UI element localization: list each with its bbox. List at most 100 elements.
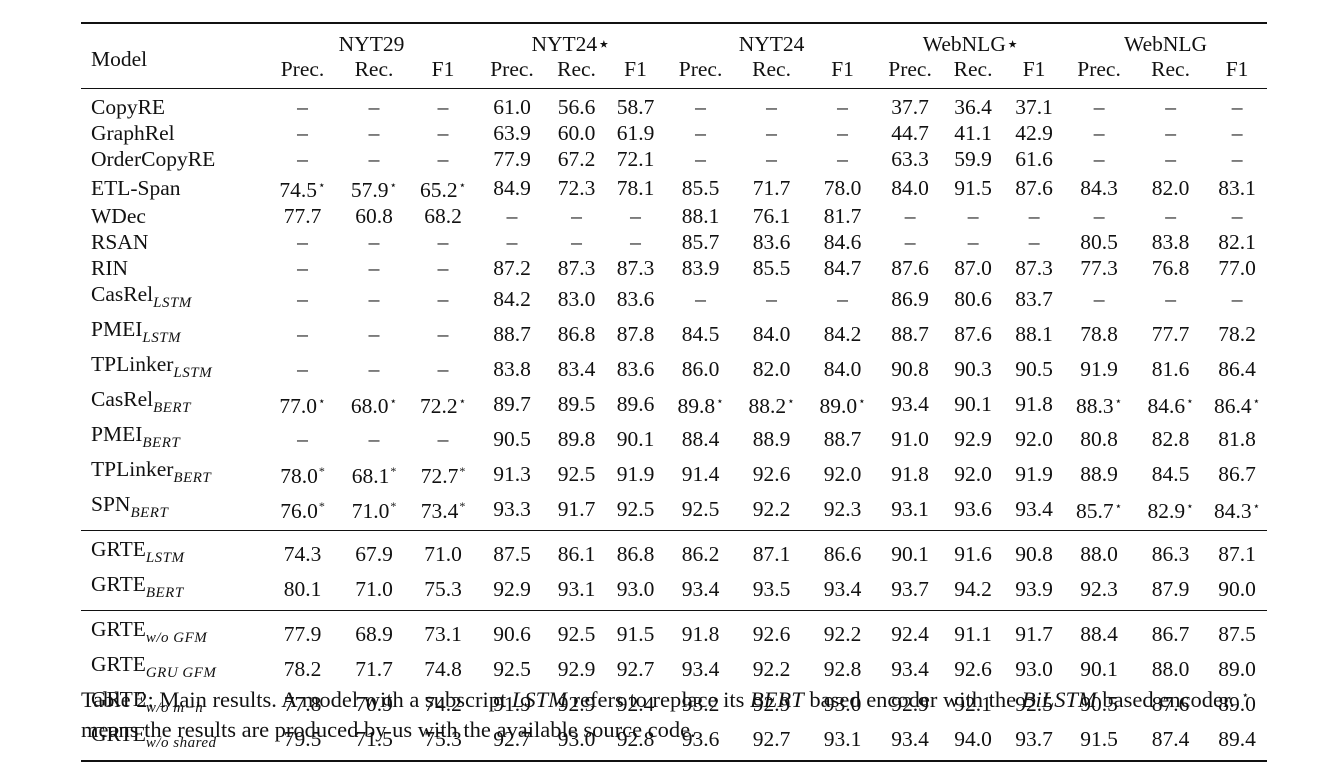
metric-value: 88.0: [1080, 541, 1118, 566]
metric-value: 93.9: [1015, 576, 1053, 601]
metric-value: 86.0: [681, 356, 720, 381]
metric-value: 92.0: [823, 461, 862, 486]
metric-value: 88.7: [823, 426, 862, 451]
metric-value: 89.0: [1218, 691, 1256, 716]
metric-value: 80.1: [283, 576, 322, 601]
metric-value: 87.6: [891, 256, 929, 280]
metric-value: 92.5: [557, 461, 596, 486]
metric-value: –: [1093, 204, 1105, 228]
metric-value: 82.0: [1151, 175, 1190, 200]
table-row: GRTELSTM 74.3 67.9 71.0 87.5 86.1 86.8 86.2 87.1…: [81, 530, 1268, 572]
metric-value: 71.5: [355, 726, 393, 751]
metric-value: –: [437, 95, 449, 119]
metric-value: 92.9: [891, 691, 929, 716]
metric-header: Prec.: [678, 57, 723, 81]
metric-value: 84.6⋆: [1147, 394, 1194, 418]
metric-value: –: [766, 286, 777, 311]
table-row: CopyRE – – – 61.0 56.6 58.7 – – – 37.7 36.4 37.1 – – –: [81, 88, 1268, 121]
metric-value: 91.9: [1080, 356, 1118, 381]
metric-value: 93.4: [823, 576, 862, 601]
metric-value: –: [967, 230, 979, 254]
metric-value: –: [1231, 204, 1243, 228]
model-name: GRTEGRU GFM: [91, 652, 217, 681]
metric-value: 90.8: [891, 356, 929, 381]
model-name: CopyRE: [91, 95, 166, 119]
model-subscript: GRU GFM: [145, 665, 217, 681]
metric-value: –: [437, 230, 449, 254]
model-subscript: LSTM: [173, 365, 213, 381]
metric-value: –: [506, 204, 518, 228]
metric-value: 77.7: [1151, 321, 1190, 346]
metric-value: 87.3: [616, 256, 655, 280]
metric-value: –: [437, 286, 449, 311]
metric-value: 91.7: [1015, 621, 1053, 646]
metric-value: 84.0: [752, 321, 791, 346]
metric-value: 84.3: [1080, 175, 1118, 200]
metric-header: F1: [1022, 57, 1046, 81]
metric-value: 92.2: [752, 656, 791, 681]
table-row: CasRelBERT 77.0⋆ 68.0⋆ 72.2⋆ 89.7 89.5 89.6 89.…: [81, 386, 1267, 421]
metric-value: 71.0*: [351, 499, 397, 523]
model-name: PMEILSTM: [91, 317, 182, 346]
metric-value: 42.9: [1015, 121, 1053, 145]
table-header: Model NYT29 NYT24⋆ NYT24 WebNLG⋆ WebNLG …: [81, 23, 1268, 89]
metric-value: 92.3: [823, 496, 862, 521]
metric-value: 92.5: [493, 656, 531, 681]
metric-value: 76.8: [1151, 256, 1190, 280]
metric-value: 37.1: [1015, 95, 1053, 119]
metric-value: 83.1: [1218, 175, 1256, 200]
metric-value: 67.9: [355, 541, 393, 566]
metric-value: 91.8: [1015, 391, 1053, 416]
metric-header: F1: [1225, 57, 1249, 81]
metric-value: –: [437, 121, 449, 145]
metric-value: 90.5: [493, 426, 531, 451]
metric-value: 92.5: [557, 621, 596, 646]
metric-value: 92.8: [823, 656, 862, 681]
metric-value: –: [695, 121, 706, 145]
metric-value: 93.7: [1015, 726, 1053, 751]
caption-text: Main results. A model with a subscript: [153, 687, 512, 712]
metric-value: 72.1: [616, 147, 655, 171]
metric-value: –: [1165, 204, 1176, 228]
dataset-header: WebNLG: [1124, 32, 1208, 56]
metric-value: –: [967, 204, 979, 228]
metric-value: 91.1: [954, 621, 992, 646]
metric-value: 91.8: [681, 621, 720, 646]
metric-value: 86.7: [1218, 461, 1256, 486]
metric-value: –: [1231, 147, 1243, 171]
metric-value: 76.1: [752, 204, 791, 228]
metric-value: 68.1*: [351, 464, 397, 488]
metric-value: 71.7: [752, 175, 791, 200]
metric-value: 87.9: [1151, 576, 1190, 601]
metric-value: 89.7: [493, 391, 531, 416]
metric-value: 73.1: [424, 621, 462, 646]
metric-value: 82.8: [1151, 426, 1190, 451]
metric-value: –: [506, 230, 518, 254]
metric-value: –: [766, 147, 777, 171]
metric-value: 87.3: [1015, 256, 1053, 280]
metric-value: 92.9: [954, 426, 992, 451]
metric-value: –: [297, 321, 308, 346]
metric-value: 88.2⋆: [748, 394, 795, 418]
metric-header-row: Prec. Rec. F1 Prec. Rec. F1 Prec. Rec. F1 Prec. Re…: [81, 56, 1267, 89]
metric-value: 86.4⋆: [1213, 394, 1261, 418]
metric-value: 91.7: [557, 496, 596, 521]
metric-value: 56.6: [557, 95, 596, 119]
caption-text: based encoder.: [1096, 687, 1241, 712]
model-subscript: BERT: [153, 400, 191, 416]
metric-value: 60.0: [557, 121, 596, 145]
metric-value: 74.2: [424, 691, 462, 716]
metric-value: 74.3: [283, 541, 322, 566]
metric-value: –: [571, 204, 582, 228]
metric-value: 83.8: [1151, 230, 1190, 254]
metric-value: –: [1093, 286, 1105, 311]
metric-value: 90.1: [616, 426, 655, 451]
table-row: WDec 77.7 60.8 68.2 – – – 88.1 76.1 81.7 – – – – – –: [81, 203, 1267, 229]
metric-value: 93.5: [752, 576, 791, 601]
metric-header: Rec.: [953, 57, 993, 81]
metric-value: 93.4: [891, 391, 929, 416]
metric-value: 65.2⋆: [419, 178, 467, 202]
metric-header: Rec.: [752, 57, 791, 81]
model-subscript: LSTM: [145, 550, 185, 566]
metric-value: 68.0⋆: [350, 394, 398, 418]
